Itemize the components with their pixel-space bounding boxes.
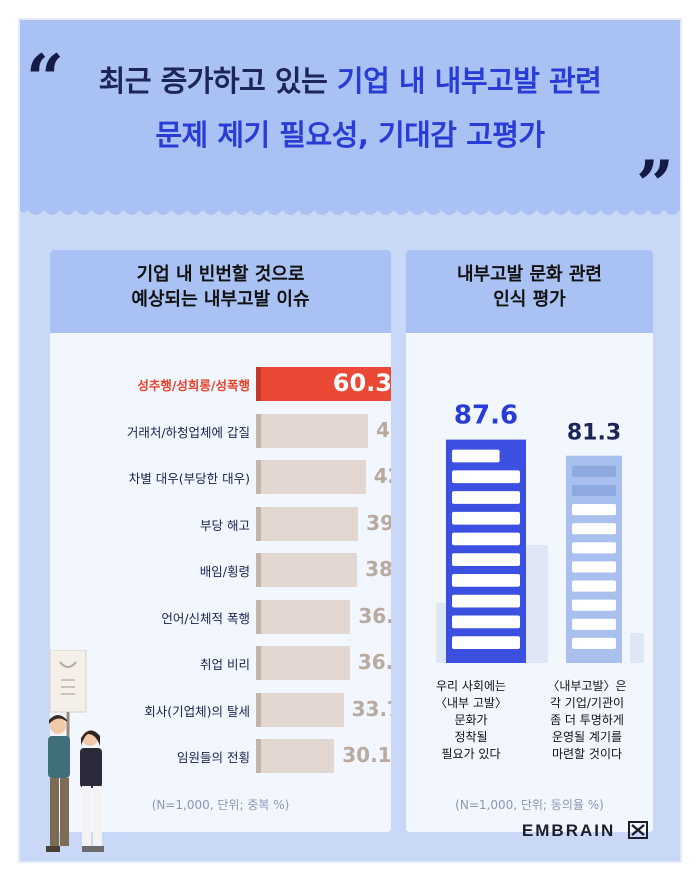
bar [256,506,359,541]
tower-window [452,511,520,525]
caption-line: 정착될 [454,730,488,744]
caption-line: 〈내부고발〉은 [547,679,627,693]
bar-row: 성추행/성희롱/성폭행 60.3 [50,367,391,401]
bar-category-label: 부당 해고 [200,517,250,533]
tower-window [572,465,616,477]
tower-window [572,542,616,554]
bar-category-label: 거래처/하청업체에 갑질 [126,424,250,440]
bar-row: 거래처/하청업체에 갑질 43.1 [50,413,391,448]
caption-line: 좀 더 투명하게 [550,713,624,727]
bar [256,692,344,727]
tower-window [452,470,520,484]
infographic-frame: “ ” 최근 증가하고 있는 기업 내 내부고발 관련 문제 제기 필요성, 기… [18,18,682,863]
left-panel-title-line1: 기업 내 빈번할 것으로 [136,264,305,285]
bar-value-label: 36.3 [358,603,391,628]
bar-row: 부당 해고 39.3 [50,506,391,541]
caption-line: 각 기업/기관이 [549,696,625,710]
caption-line: 마련할 것이다 [551,747,623,761]
close-quote-icon: ” [636,146,674,224]
title-band [20,20,680,210]
tower-window [452,615,520,629]
bar [256,553,358,587]
tower-window [452,532,520,546]
left-chart-panel: 기업 내 빈번할 것으로 예상되는 내부고발 이슈 성추행/성희롱/성폭행 60.… [50,250,391,832]
caption-line: 문화가 [454,713,488,727]
horizontal-bar-chart: 성추행/성희롱/성폭행 60.3 거래처/하청업체에 갑질 43.1 차별 대우(부당한… [50,333,391,773]
bar-category-label: 성추행/성희롱/성폭행 [137,378,250,393]
right-panel-title-line2: 인식 평가 [493,289,566,310]
right-panel-title-line1: 내부고발 문화 관련 [456,264,602,285]
tower-value-label: 81.3 [567,421,621,446]
city-bg-shape [526,545,548,663]
bar-value-label: 42.2 [373,464,391,488]
page-title-line2: 문제 제기 필요성, 기대감 고평가 [20,112,680,154]
bar [256,646,350,680]
bar-category-label: 회사(기업체)의 탈세 [144,703,250,719]
logo-text: EMBRAIN [521,821,616,840]
bar-category-label: 차별 대우(부당한 대우) [128,471,250,486]
tower-window [572,503,616,516]
tower-window [452,553,520,567]
right-panel-note: (N=1,000, 단위; 동의율 %) [455,798,604,812]
caption-line: 필요가 있다 [441,747,501,761]
tower-window [452,636,520,649]
wave-divider [20,200,680,215]
bar-category-label: 취업 비리 [200,657,250,672]
page-title-line1: 최근 증가하고 있는 기업 내 내부고발 관련 [20,58,680,100]
tower-window [572,523,616,535]
bar [256,413,369,448]
title-line1-dark: 최근 증가하고 있는 [98,64,328,98]
bar [256,739,335,773]
left-panel-header: 기업 내 빈번할 것으로 예상되는 내부고발 이슈 [50,250,391,333]
left-panel-title-line2: 예상되는 내부고발 이슈 [131,289,310,310]
bar-row: 배임/횡령 38.9 [50,553,391,587]
tower-window [572,484,616,496]
left-panel-note: (N=1,000, 단위; 중복 %) [151,798,290,812]
bar-row: 임원들의 전횡 30.1 [50,739,391,773]
bar-value-label: 43.1 [376,417,391,442]
tower-bar-chart: 87.6 81.3 [436,401,644,663]
tower-window [452,449,500,463]
bar-value-label: 30.1 [342,743,391,767]
bar-row: 차별 대우(부당한 대우) 42.2 [50,460,391,494]
caption-line: 우리 사회에는 [435,679,507,693]
bar-category-label: 언어/신체적 폭행 [161,610,250,626]
bar [256,599,351,634]
tower-window [452,594,520,608]
title-line1-blue: 기업 내 내부고발 관련 [336,64,602,98]
tower-window [452,574,520,587]
tower-window [572,637,616,649]
bar-row: 언어/신체적 폭행 36.3 [50,599,391,634]
caption-line: 운영될 계기를 [551,730,623,744]
caption-line: 〈내부 고발〉 [435,696,507,710]
tower-window [572,618,616,630]
city-bg-shape [630,633,644,663]
right-chart-panel: 내부고발 문화 관련 인식 평가 87.6 81.3 우리 사회에는 〈내부 고발〉… [406,250,653,832]
open-quote-icon: “ [26,40,64,118]
bar-category-label: 임원들의 전횡 [177,750,250,765]
bar-value-label: 36.1 [357,650,391,674]
embrain-logo: EMBRAIN [522,821,648,841]
tower-window [572,561,616,573]
bar-row: 취업 비리 36.1 [50,646,391,680]
bar-row: 회사(기업체)의 탈세 33.7 [50,692,391,727]
title-line2-blue: 문제 제기 필요성, 기대감 고평가 [155,118,545,152]
right-panel-header: 내부고발 문화 관련 인식 평가 [406,250,653,333]
bar-value-label: 60.3 [332,369,391,397]
tower-window [572,580,616,592]
bar-category-label: 배임/횡령 [199,564,250,579]
bar-value-label: 39.3 [366,510,391,535]
bar [256,460,366,494]
embrain-x-icon [628,821,648,839]
tower-window [572,599,616,611]
tower-value-label: 87.6 [454,401,518,431]
bar [256,367,391,401]
protest-people-illustration [46,650,104,852]
bar-value-label: 38.9 [365,557,391,581]
bar-value-label: 33.7 [351,696,391,721]
tower-window [452,491,520,504]
